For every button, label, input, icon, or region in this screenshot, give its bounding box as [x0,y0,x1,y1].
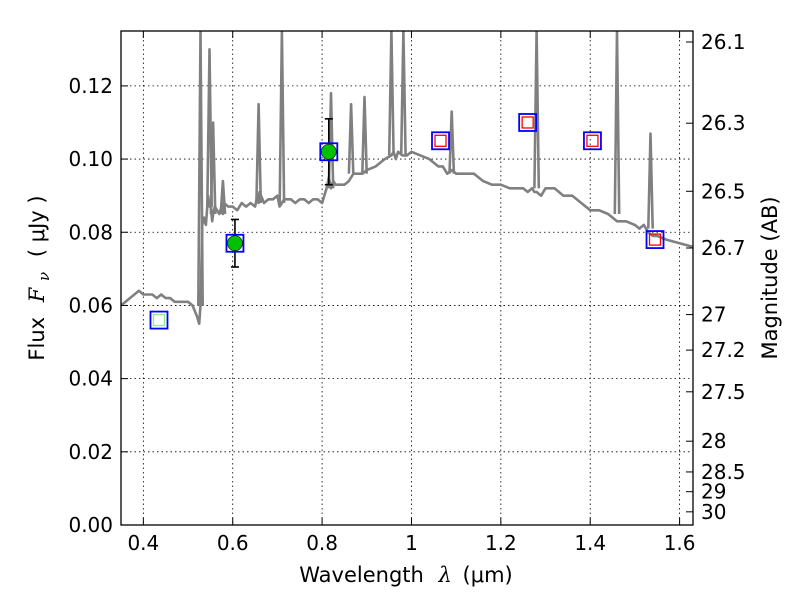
y2-tick-label: 27.5 [701,380,746,404]
upper-limit-square [648,233,662,246]
observed-photometry-point [320,143,337,160]
x-tick-label: 1 [405,531,418,555]
model-photometry-square [645,230,665,249]
emission-line [647,132,654,229]
model-photometry-square [149,310,169,330]
y-axis-label: Flux [25,317,49,361]
emission-line [361,95,368,174]
x-axis-unit: (μm) [463,563,513,587]
x-tick-label: 1.6 [664,531,696,555]
plot-area [121,31,693,330]
y2-tick-label: 26.3 [701,111,746,135]
y-tick-labels: 0.00 0.02 0.04 0.06 0.08 0.10 0.12 [68,74,113,537]
emission-line [209,121,217,215]
y-axis-subscript: ν [35,272,53,281]
y-tick-label: 0.00 [68,513,113,537]
x-tick-label: 1.4 [574,531,606,555]
model-photometry-square [518,113,538,132]
upper-limit-square [434,134,447,147]
y-tick-label: 0.08 [68,220,113,244]
emission-line [399,31,407,156]
y2-tick-label: 29 [701,480,726,504]
x-axis-label: Wavelength [299,563,424,587]
emission-line [533,31,541,189]
emission-line [448,110,456,174]
x-axis-symbol: λ [438,563,452,587]
y2-tick-label: 27 [701,303,726,327]
emission-line [613,31,621,215]
observed-photometry-point [227,235,243,252]
x-tick-label: 1.2 [485,531,517,555]
spectrum-line [121,150,693,325]
model-photometry-square [225,233,245,253]
model-photometry-square [431,131,450,151]
emission-line [347,102,355,174]
y2-tick-label: 30 [701,500,726,524]
emission-line [206,48,213,207]
y-tick-label: 0.10 [68,147,113,171]
y-axis-unit: ( μJy ) [25,195,49,257]
x-tick-label: 0.4 [127,531,159,555]
upper-limit-square [521,116,534,129]
y2-tick-label: 26.5 [701,179,746,203]
y2-axis-title: Magnitude (AB) [758,196,782,359]
axis-ticks [121,31,693,526]
x-tick-label: 0.6 [217,531,249,555]
y2-tick-label: 26.7 [701,236,746,260]
y2-tick-label: 27.2 [701,338,746,362]
y-tick-label: 0.02 [68,440,113,464]
model-photometry-square [583,131,602,151]
x-axis-title: Wavelength λ (μm) [299,563,512,587]
upper-limit-square [586,134,599,147]
y-axis-symbol: F [25,286,49,303]
faint-detection-square [152,313,166,327]
emission-line [197,31,204,306]
plot-frame [120,30,694,526]
model-photometry-square [319,142,339,162]
emission-line [387,31,395,156]
y2-tick-label: 26.1 [701,30,746,54]
y2-tick-label: 28.5 [701,460,746,484]
emission-line [278,31,286,204]
y-tick-label: 0.06 [68,293,113,317]
y-tick-label: 0.12 [68,74,113,98]
x-tick-labels: 0.4 0.6 0.8 1 1.2 1.4 1.6 [127,531,695,555]
emission-line [255,102,263,204]
y-tick-label: 0.04 [68,367,113,391]
y-axis-title: Flux F ν ( μJy ) [25,195,54,360]
y2-tick-label: 28 [701,429,726,453]
photometry-markers [149,113,665,330]
x-tick-label: 0.8 [306,531,338,555]
error-bars [230,118,333,268]
